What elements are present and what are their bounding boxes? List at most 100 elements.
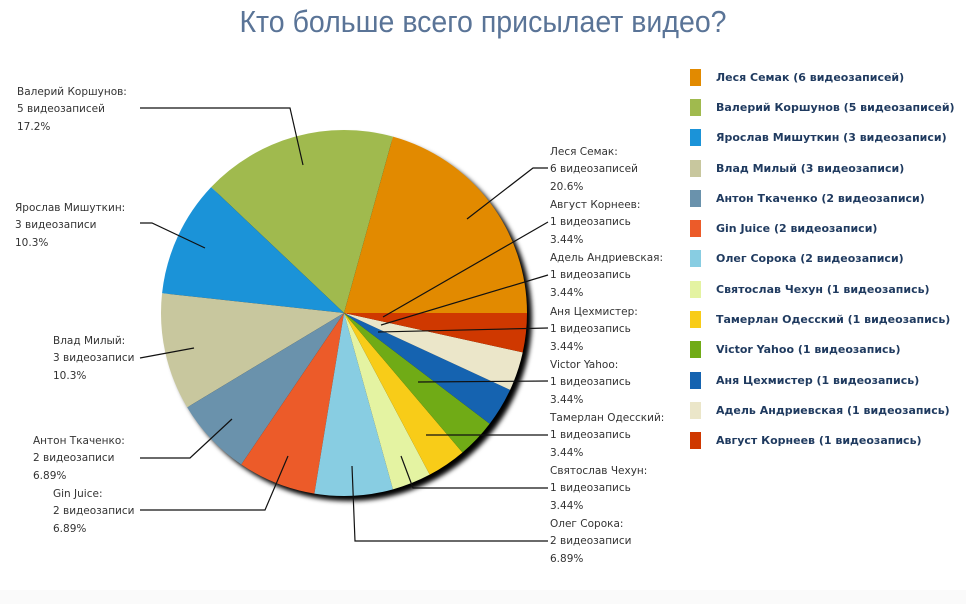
legend-item: Леся Семак (6 видеозаписей) — [690, 62, 955, 92]
legend-item: Аня Цехмистер (1 видеозапись) — [690, 365, 955, 395]
legend-swatch — [690, 98, 701, 116]
label-gin: Gin Juice: 2 видеозаписи 6.89% — [53, 486, 134, 538]
legend-swatch — [690, 250, 701, 268]
label-count: 3 видеозаписи — [15, 219, 97, 232]
label-count: 1 видеозапись — [550, 323, 631, 336]
label-count: 6 видеозаписей — [550, 163, 638, 176]
label-name: Леся Семак: — [550, 146, 618, 158]
label-name: Валерий Коршунов: — [17, 86, 127, 98]
chart-title: Кто больше всего присылает видео? — [239, 4, 727, 39]
label-count: 1 видеозапись — [550, 376, 631, 389]
pie-slice — [162, 187, 344, 313]
label-yaroslav: Ярослав Мишуткин: 3 видеозаписи 10.3% — [15, 200, 125, 252]
legend-item: Валерий Коршунов (5 видеозаписей) — [690, 92, 955, 122]
pie-slice — [344, 313, 463, 475]
label-count: 5 видеозаписей — [17, 103, 105, 116]
pie-slice — [344, 136, 527, 313]
legend-item: Ярослав Мишуткин (3 видеозаписи) — [690, 123, 955, 153]
label-percent: 6.89% — [33, 469, 67, 482]
legend-label: Олег Сорока (2 видеозаписи) — [716, 252, 904, 266]
leader-line-gin — [140, 455, 289, 511]
legend-item: Олег Сорока (2 видеозаписи) — [690, 244, 955, 274]
label-tamerlan: Тамерлан Одесский: 1 видеозапись 3.44% — [550, 410, 664, 462]
label-avgust: Август Корнеев: 1 видеозапись 3.44% — [550, 197, 640, 249]
label-anya: Аня Цехмистер: 1 видеозапись 3.44% — [550, 304, 638, 356]
legend-item: Victor Yahoo (1 видеозапись) — [690, 335, 955, 365]
legend-label: Август Корнеев (1 видеозапись) — [716, 434, 922, 448]
label-percent: 10.3% — [53, 369, 87, 382]
legend-label: Аня Цехмистер (1 видеозапись) — [716, 373, 920, 387]
legend-swatch — [690, 371, 701, 389]
legend-swatch — [690, 432, 701, 450]
legend-swatch — [690, 159, 701, 177]
label-valeriy: Валерий Коршунов: 5 видеозаписей 17.2% — [17, 84, 127, 136]
legend-item: Святослав Чехун (1 видеозапись) — [690, 274, 955, 304]
legend-label: Антон Ткаченко (2 видеозаписи) — [716, 191, 925, 205]
label-percent: 3.44% — [550, 233, 584, 246]
legend-item: Адель Андриевская (1 видеозапись) — [690, 395, 955, 425]
label-oleg: Олег Сорока: 2 видеозаписи 6.89% — [550, 516, 631, 568]
legend-swatch — [690, 220, 701, 238]
label-percent: 10.3% — [15, 236, 49, 249]
chart-legend: Леся Семак (6 видеозаписей) Валерий Корш… — [690, 62, 955, 456]
legend-swatch — [690, 311, 701, 329]
legend-label: Валерий Коршунов (5 видеозаписей) — [716, 100, 955, 114]
pie-slice — [241, 313, 344, 494]
legend-label: Victor Yahoo (1 видеозапись) — [716, 343, 901, 357]
leader-line-adel — [380, 274, 549, 326]
label-name: Антон Ткаченко: — [33, 435, 125, 447]
pie-slices — [160, 129, 527, 497]
label-count: 2 видеозаписи — [33, 452, 115, 465]
label-count: 1 видеозапись — [550, 269, 631, 282]
legend-label: Святослав Чехун (1 видеозапись) — [716, 282, 930, 296]
label-count: 1 видеозапись — [550, 216, 631, 229]
pie-slice — [314, 313, 393, 497]
label-svyatoslav: Святослав Чехун: 1 видеозапись 3.44% — [550, 463, 647, 515]
label-vlad: Влад Милый: 3 видеозаписи 10.3% — [53, 333, 134, 385]
label-name: Адель Андриевская: — [550, 252, 663, 264]
leader-line-victor — [417, 380, 549, 383]
legend-item: Gin Juice (2 видеозаписи) — [690, 213, 955, 243]
legend-label: Влад Милый (3 видеозаписи) — [716, 161, 905, 175]
leader-line-svyatoslav — [400, 455, 548, 489]
legend-item: Август Корнеев (1 видеозапись) — [690, 426, 955, 456]
legend-item: Антон Ткаченко (2 видеозаписи) — [690, 183, 955, 213]
pie-slice — [211, 129, 393, 313]
label-count: 2 видеозаписи — [53, 505, 135, 518]
leader-line-valeriy — [140, 107, 304, 166]
label-percent: 3.44% — [550, 393, 584, 406]
label-lesya: Леся Семак: 6 видеозаписей 20.6% — [550, 144, 638, 196]
label-name: Святослав Чехун: — [550, 465, 648, 477]
pie-slice — [187, 313, 344, 465]
leader-lines — [139, 107, 549, 542]
leader-line-yaroslav — [140, 222, 206, 249]
label-percent: 3.44% — [550, 499, 584, 512]
label-adel: Адель Андриевская: 1 видеозапись 3.44% — [550, 250, 663, 302]
legend-swatch — [690, 401, 701, 419]
pie-slice — [160, 293, 344, 408]
legend-label: Адель Андриевская (1 видеозапись) — [716, 403, 950, 417]
label-count: 2 видеозаписи — [550, 535, 632, 548]
pie-slice — [344, 313, 490, 453]
label-percent: 3.44% — [550, 446, 584, 459]
label-name: Олег Сорока: — [550, 518, 624, 530]
label-name: Аня Цехмистер: — [550, 306, 638, 318]
label-name: Влад Милый: — [53, 335, 126, 347]
label-victor: Victor Yahoo: 1 видеозапись 3.44% — [550, 357, 631, 409]
legend-swatch — [690, 280, 701, 298]
pie-slice — [344, 313, 430, 490]
label-anton: Антон Ткаченко: 2 видеозаписи 6.89% — [33, 433, 125, 485]
label-percent: 17.2% — [17, 120, 51, 133]
leader-line-anya — [377, 327, 549, 333]
pie-slice — [344, 313, 511, 424]
legend-label: Леся Семак (6 видеозаписей) — [716, 70, 905, 84]
leader-line-anton — [140, 418, 233, 459]
legend-swatch — [690, 189, 701, 207]
leader-line-oleg — [351, 465, 548, 542]
label-percent: 20.6% — [550, 180, 584, 193]
legend-swatch — [690, 341, 701, 359]
label-percent: 3.44% — [550, 340, 584, 353]
label-count: 3 видеозаписи — [53, 352, 135, 365]
legend-swatch — [690, 68, 701, 86]
